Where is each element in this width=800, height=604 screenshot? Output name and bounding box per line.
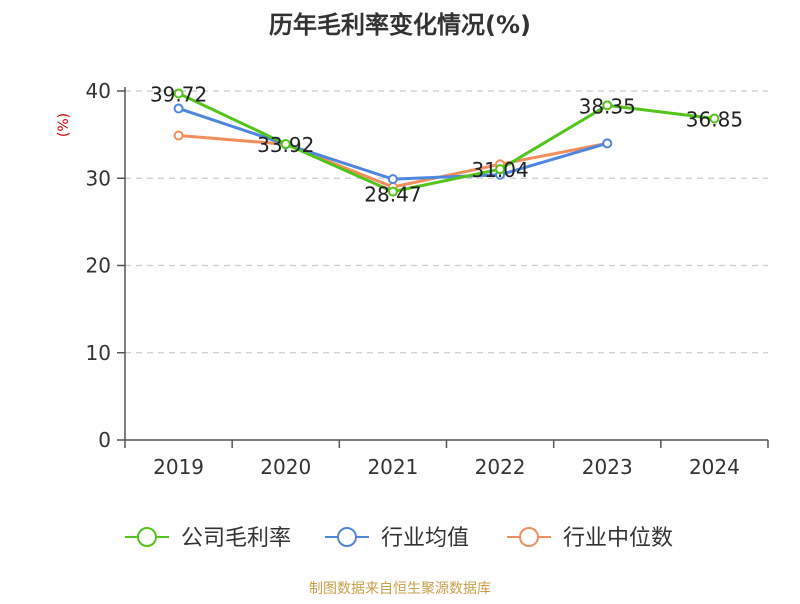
data-label: 36.85: [686, 107, 743, 131]
y-tick-label: 0: [98, 428, 111, 452]
series-1: [173, 103, 613, 185]
series-0: [173, 88, 720, 197]
data-label: 39.72: [150, 82, 207, 106]
series-line: [177, 92, 715, 194]
data-label: 28.47: [364, 183, 421, 207]
legend-marker: [519, 527, 539, 547]
data-label-layer: 39.72 33.92 28.47 31.04 38.35 36.85: [150, 82, 743, 206]
data-label: 33.92: [257, 133, 314, 157]
chart-title: 历年毛利率变化情况(%): [269, 11, 531, 39]
x-tick-label: 2021: [367, 455, 418, 479]
x-tick-label: 2023: [582, 455, 633, 479]
data-point: [173, 88, 184, 99]
data-point: [602, 138, 613, 149]
y-tick-label: 40: [86, 79, 111, 103]
x-tick-label: 2019: [153, 455, 204, 479]
data-point: [387, 186, 398, 197]
legend: 公司毛利率 行业均值 行业中位数: [125, 526, 673, 551]
data-point: [173, 130, 184, 141]
data-point: [173, 103, 184, 114]
y-tick-label: 20: [86, 254, 111, 278]
legend-item-1: 行业均值: [325, 526, 469, 551]
data-label: 31.04: [471, 158, 528, 182]
x-tick-label: 2022: [475, 455, 526, 479]
y-tick-label: 30: [86, 166, 111, 190]
y-axis-label: (%): [56, 113, 72, 137]
data-point: [495, 164, 506, 175]
legend-item-2: 行业中位数: [507, 526, 673, 551]
legend-item-0: 公司毛利率: [125, 526, 291, 551]
x-tick-label: 2020: [260, 455, 311, 479]
source-note: 制图数据来自恒生聚源数据库: [309, 581, 491, 597]
grid-layer: [125, 90, 768, 354]
data-point: [387, 174, 398, 185]
series-layer: [173, 88, 720, 197]
legend-label: 公司毛利率: [181, 526, 291, 551]
x-tick-label: 2024: [689, 455, 740, 479]
legend-label: 行业均值: [381, 526, 469, 551]
data-point: [602, 100, 613, 111]
legend-label: 行业中位数: [563, 526, 673, 551]
data-point: [709, 113, 720, 124]
data-point: [280, 139, 291, 150]
legend-marker: [337, 527, 357, 547]
y-tick-label: 10: [86, 341, 111, 365]
axis-layer: 0 10 20 30 40 2019 2020 2021 2022 2023 2024: [86, 79, 769, 479]
legend-marker: [137, 527, 157, 547]
data-label: 38.35: [579, 94, 636, 118]
